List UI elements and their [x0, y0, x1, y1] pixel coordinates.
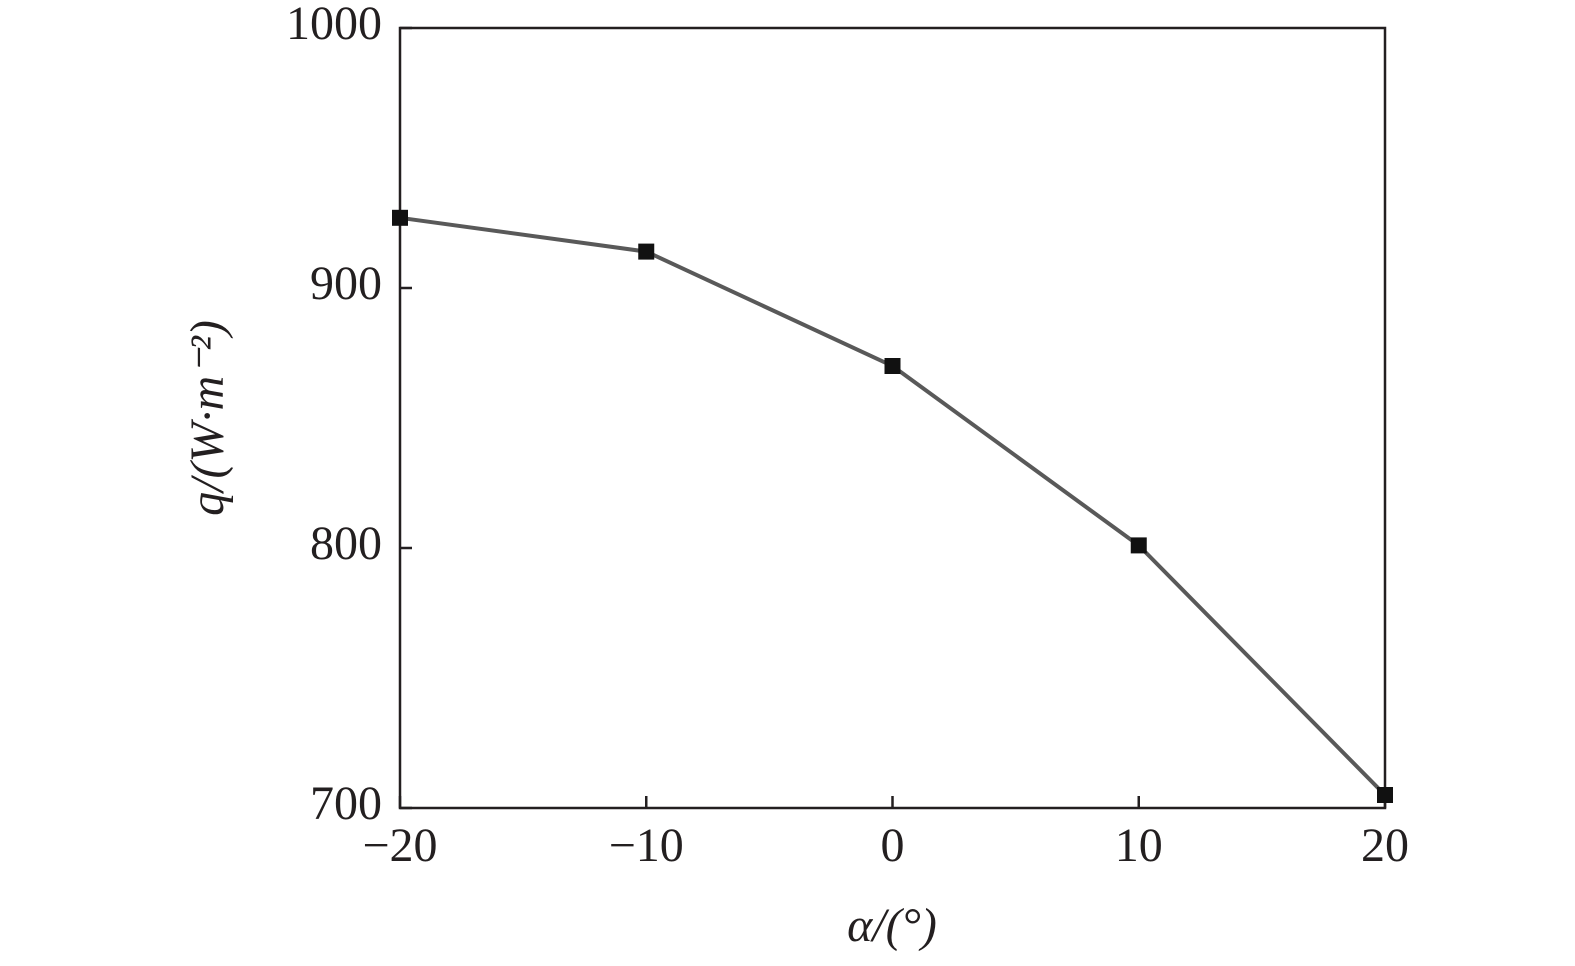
- plot-frame: [398, 26, 1387, 810]
- y-axis-label: q/(W·m⁻²): [181, 320, 234, 516]
- data-point: [1130, 537, 1147, 554]
- data-point: [638, 243, 655, 260]
- x-tick-label: 20: [1361, 819, 1409, 872]
- y-tick-label: 800: [310, 517, 382, 570]
- x-tick-label: 10: [1115, 819, 1163, 872]
- y-tick-label: 1000: [286, 0, 382, 50]
- data-point: [1377, 787, 1393, 803]
- data-line: [399, 215, 1387, 797]
- x-axis-label: α/(°): [847, 899, 937, 952]
- data-point: [392, 209, 408, 226]
- x-tick-label: −10: [609, 819, 684, 872]
- x-tick-label: 0: [881, 819, 905, 872]
- y-tick-label: 900: [310, 257, 382, 310]
- x-tick-label: −20: [362, 819, 437, 872]
- data-point: [884, 358, 901, 374]
- y-tick-label: 700: [310, 777, 382, 830]
